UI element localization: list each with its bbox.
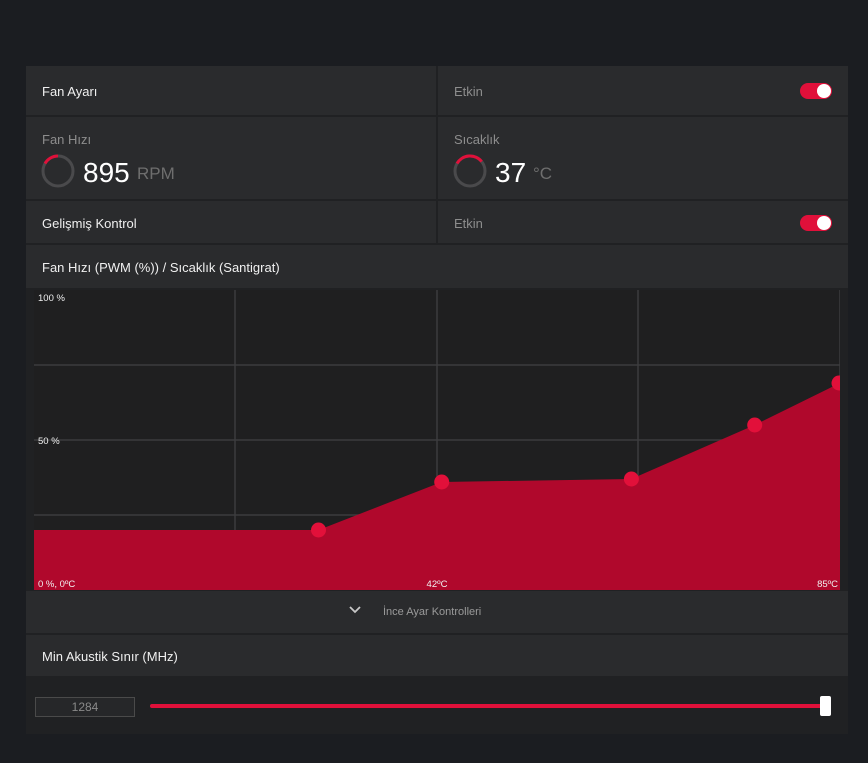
advanced-control-label: Gelişmiş Kontrol <box>42 216 137 231</box>
fan-setting-row: Fan Ayarı Etkin <box>26 66 848 115</box>
acoustic-limit-input[interactable]: 1284 <box>35 697 135 717</box>
fan-curve-svg: 100 % 50 % 0 %, 0ºC 42ºC 85ºC <box>34 290 847 590</box>
toggle-knob <box>817 84 831 98</box>
temperature-gauge-icon <box>453 154 487 188</box>
acoustic-limit-header: Min Akustik Sınır (MHz) <box>26 635 848 676</box>
temperature-cell: Sıcaklık 37 °C <box>438 117 848 199</box>
fan-curve-header: Fan Hızı (PWM (%)) / Sıcaklık (Santigrat… <box>26 245 848 288</box>
fan-setting-status-label: Etkin <box>454 84 483 99</box>
toggle-knob <box>817 216 831 230</box>
y-tick-50: 50 % <box>38 436 60 447</box>
fan-setting-toggle[interactable] <box>800 83 832 99</box>
advanced-control-row: Gelişmiş Kontrol Etkin <box>26 201 848 243</box>
advanced-control-cell: Gelişmiş Kontrol <box>26 201 436 243</box>
y-tick-100: 100 % <box>38 293 65 304</box>
temperature-unit: °C <box>533 164 553 183</box>
fan-curve-chart: 100 % 50 % 0 %, 0ºC 42ºC 85ºC <box>34 290 847 590</box>
acoustic-limit-label: Min Akustik Sınır (MHz) <box>42 649 178 664</box>
curve-point-1[interactable] <box>311 522 326 538</box>
origin-tick: 0 %, 0ºC <box>38 579 75 590</box>
fan-speed-label: Fan Hızı <box>42 132 92 147</box>
acoustic-limit-slider-area: 1284 <box>26 678 848 734</box>
fan-setting-label: Fan Ayarı <box>42 84 98 99</box>
fan-setting-status-cell: Etkin <box>438 66 848 115</box>
curve-point-2[interactable] <box>434 474 450 490</box>
curve-point-4[interactable] <box>747 417 763 433</box>
fan-setting-cell: Fan Ayarı <box>26 66 436 115</box>
fan-tuning-panel: Fan Ayarı Etkin Fan Hızı 895 RPM Sıcaklı… <box>26 66 848 734</box>
fine-tune-label: İnce Ayar Kontrolleri <box>383 606 482 618</box>
advanced-control-status-label: Etkin <box>454 216 483 231</box>
curve-point-3[interactable] <box>623 471 639 487</box>
temperature-label: Sıcaklık <box>454 132 500 147</box>
advanced-control-toggle[interactable] <box>800 215 832 231</box>
chevron-down-icon <box>349 606 361 614</box>
temperature-value: 37 <box>495 157 527 188</box>
fan-speed-cell: Fan Hızı 895 RPM <box>26 117 436 199</box>
fan-speed-unit: RPM <box>137 164 175 183</box>
fan-speed-gauge-icon <box>41 154 75 188</box>
fan-curve-title: Fan Hızı (PWM (%)) / Sıcaklık (Santigrat… <box>42 260 280 275</box>
advanced-control-status-cell: Etkin <box>438 201 848 243</box>
fine-tune-toggle[interactable]: İnce Ayar Kontrolleri <box>26 591 848 633</box>
acoustic-limit-slider-thumb[interactable] <box>820 696 831 716</box>
x-tick-42: 42ºC <box>427 579 448 590</box>
fan-speed-value: 895 <box>83 157 130 188</box>
x-tick-85: 85ºC <box>817 579 838 590</box>
acoustic-limit-slider-track[interactable] <box>150 704 826 708</box>
readouts-row: Fan Hızı 895 RPM Sıcaklık 37 °C <box>26 117 848 199</box>
